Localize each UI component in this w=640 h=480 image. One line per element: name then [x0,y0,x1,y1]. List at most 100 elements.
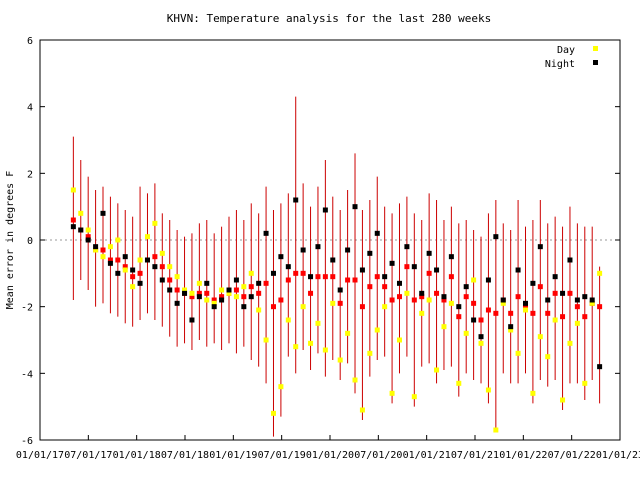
night-point [500,297,506,303]
day-point [174,274,180,280]
mean-point [278,297,284,303]
mean-point [248,284,254,290]
mean-point [404,264,410,270]
night-point [389,260,395,266]
mean-point [241,294,247,300]
x-tick-label: 07/01/19 [258,450,306,461]
mean-point [574,304,580,310]
day-point [85,227,91,233]
night-point [434,267,440,273]
mean-point [70,217,76,223]
night-point [233,277,239,283]
night-point [270,270,276,276]
y-tick-label: 4 [27,103,33,114]
mean-point [545,310,551,316]
night-point [226,287,232,293]
day-point [367,350,373,356]
night-point [256,280,262,286]
day-point [493,427,499,433]
night-point [263,230,269,236]
mean-point [471,300,477,306]
day-point [159,250,165,256]
legend-night-swatch [593,60,598,65]
mean-point [100,247,106,253]
day-point [263,337,269,343]
night-point [211,304,217,310]
mean-point [537,284,543,290]
day-point [137,257,143,263]
legend-night-label: Night [545,59,575,70]
day-point [226,290,232,296]
mean-point [456,314,462,320]
day-point [574,320,580,326]
night-point [204,280,210,286]
x-tick-label: 01/01/18 [113,450,161,461]
day-point [382,304,388,310]
day-point [374,327,380,333]
mean-point [530,310,536,316]
day-point [196,280,202,286]
mean-point [174,287,180,293]
legend-day-swatch [593,46,598,51]
day-point [471,277,477,283]
mean-point [322,274,328,280]
x-tick-label: 01/01/22 [499,450,547,461]
mean-point [285,277,291,283]
day-point [389,390,395,396]
day-point [330,300,336,306]
x-tick-label: 01/01/21 [403,450,451,461]
night-point [241,304,247,310]
night-point [182,290,188,296]
mean-point [389,297,395,303]
night-point [508,324,514,330]
night-point [471,317,477,323]
night-point [85,237,91,243]
mean-point [300,270,306,276]
day-point [434,367,440,373]
y-tick-label: -4 [21,369,33,380]
night-point [78,227,84,233]
day-point [204,297,210,303]
day-point [545,354,551,360]
y-tick-label: 0 [27,236,33,247]
night-point [315,244,321,250]
mean-point [85,234,91,240]
night-point [322,207,328,213]
day-point [352,377,358,383]
legend: Day Night [545,45,598,70]
day-point [300,304,306,310]
night-point [159,277,165,283]
night-point [167,287,173,293]
night-point [478,334,484,340]
day-point [567,340,573,346]
y-tick-label: 6 [27,36,33,47]
day-point [241,284,247,290]
y-tick-label: 2 [27,169,33,180]
night-point [463,284,469,290]
night-point [396,280,402,286]
day-point [463,330,469,336]
night-point [515,267,521,273]
day-point [293,344,299,350]
day-point [70,187,76,193]
day-point [404,290,410,296]
day-point [107,244,113,250]
mean-point [382,284,388,290]
x-tick-label: 07/01/20 [354,450,402,461]
day-point [211,300,217,306]
day-point [285,317,291,323]
mean-point [308,290,314,296]
night-point [248,294,254,300]
day-point [189,290,195,296]
day-point [219,287,225,293]
y-tick-label: -2 [21,303,33,314]
day-point [167,264,173,270]
night-point [419,290,425,296]
mean-point [552,290,558,296]
mean-point [463,294,469,300]
night-point [308,274,314,280]
day-point [182,287,188,293]
day-point [456,380,462,386]
night-point [144,257,150,263]
